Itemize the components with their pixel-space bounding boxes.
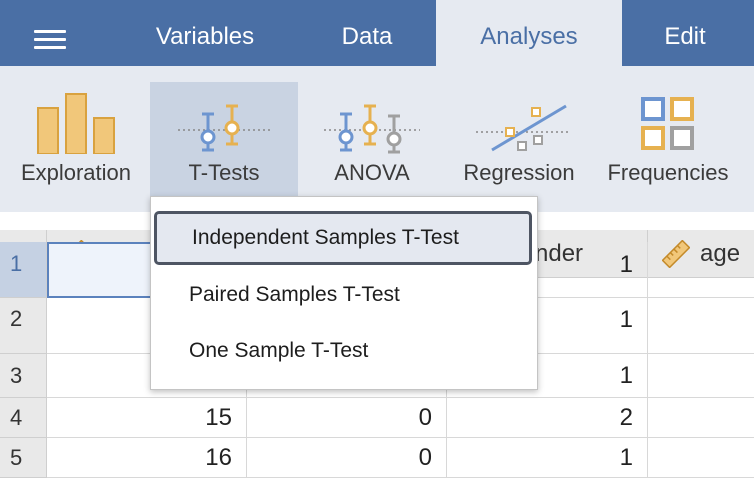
- ruler-icon: [662, 240, 690, 268]
- table-cell[interactable]: 0: [247, 398, 447, 438]
- t-tests-icon: [178, 104, 270, 152]
- table-cell[interactable]: [648, 398, 754, 438]
- frequencies-label: Frequencies: [607, 160, 729, 185]
- table-cell[interactable]: 2: [447, 398, 648, 438]
- exploration-label: Exploration: [20, 160, 132, 185]
- column-label-gender: nder: [535, 240, 584, 267]
- table-cell[interactable]: 0: [247, 438, 447, 478]
- table-cell[interactable]: [648, 298, 754, 354]
- t-tests-button[interactable]: T-Tests: [150, 82, 298, 196]
- table-cell[interactable]: [648, 438, 754, 478]
- table-cell[interactable]: 1: [447, 242, 648, 298]
- table-cell[interactable]: 1: [447, 438, 648, 478]
- t-tests-label: T-Tests: [188, 160, 260, 185]
- row-number[interactable]: 1: [0, 242, 47, 298]
- row-number[interactable]: 4: [0, 398, 47, 438]
- menu-item-independent-samples[interactable]: Independent Samples T-Test: [154, 211, 532, 265]
- exploration-icon: [37, 93, 115, 154]
- t-tests-dropdown: Independent Samples T-Test Paired Sample…: [150, 196, 538, 390]
- table-cell[interactable]: 1: [447, 298, 648, 354]
- exploration-button[interactable]: Exploration: [8, 82, 144, 196]
- menu-item-one-sample[interactable]: One Sample T-Test: [189, 339, 369, 362]
- row-number[interactable]: 3: [0, 354, 47, 398]
- frequencies-button[interactable]: Frequencies: [598, 82, 738, 196]
- hamburger-menu-icon[interactable]: [34, 28, 66, 52]
- tab-edit[interactable]: Edit: [664, 23, 706, 50]
- anova-button[interactable]: ANOVA: [306, 82, 438, 196]
- frequencies-icon: [641, 97, 694, 150]
- analyses-ribbon: Exploration T-Tests: [0, 66, 754, 212]
- row-number[interactable]: 2: [0, 298, 47, 354]
- row-number[interactable]: 5: [0, 438, 47, 478]
- table-cell[interactable]: 15: [47, 398, 247, 438]
- table-cell[interactable]: [648, 242, 754, 298]
- column-header-age[interactable]: age: [648, 230, 754, 278]
- anova-label: ANOVA: [334, 160, 410, 185]
- regression-button[interactable]: Regression: [452, 82, 586, 196]
- anova-icon: [324, 104, 420, 154]
- tab-variables[interactable]: Variables: [155, 23, 255, 50]
- table-cell[interactable]: [648, 354, 754, 398]
- table-cell[interactable]: 16: [47, 438, 247, 478]
- tab-analyses[interactable]: Analyses: [436, 0, 622, 66]
- regression-icon: [476, 104, 568, 152]
- tab-data[interactable]: Data: [341, 23, 393, 50]
- column-label-age: age: [700, 240, 741, 267]
- regression-label: Regression: [463, 160, 575, 185]
- menu-bar: Variables Data Analyses Edit: [0, 0, 754, 66]
- menu-item-paired-samples[interactable]: Paired Samples T-Test: [189, 283, 400, 306]
- table-cell[interactable]: 1: [447, 354, 648, 398]
